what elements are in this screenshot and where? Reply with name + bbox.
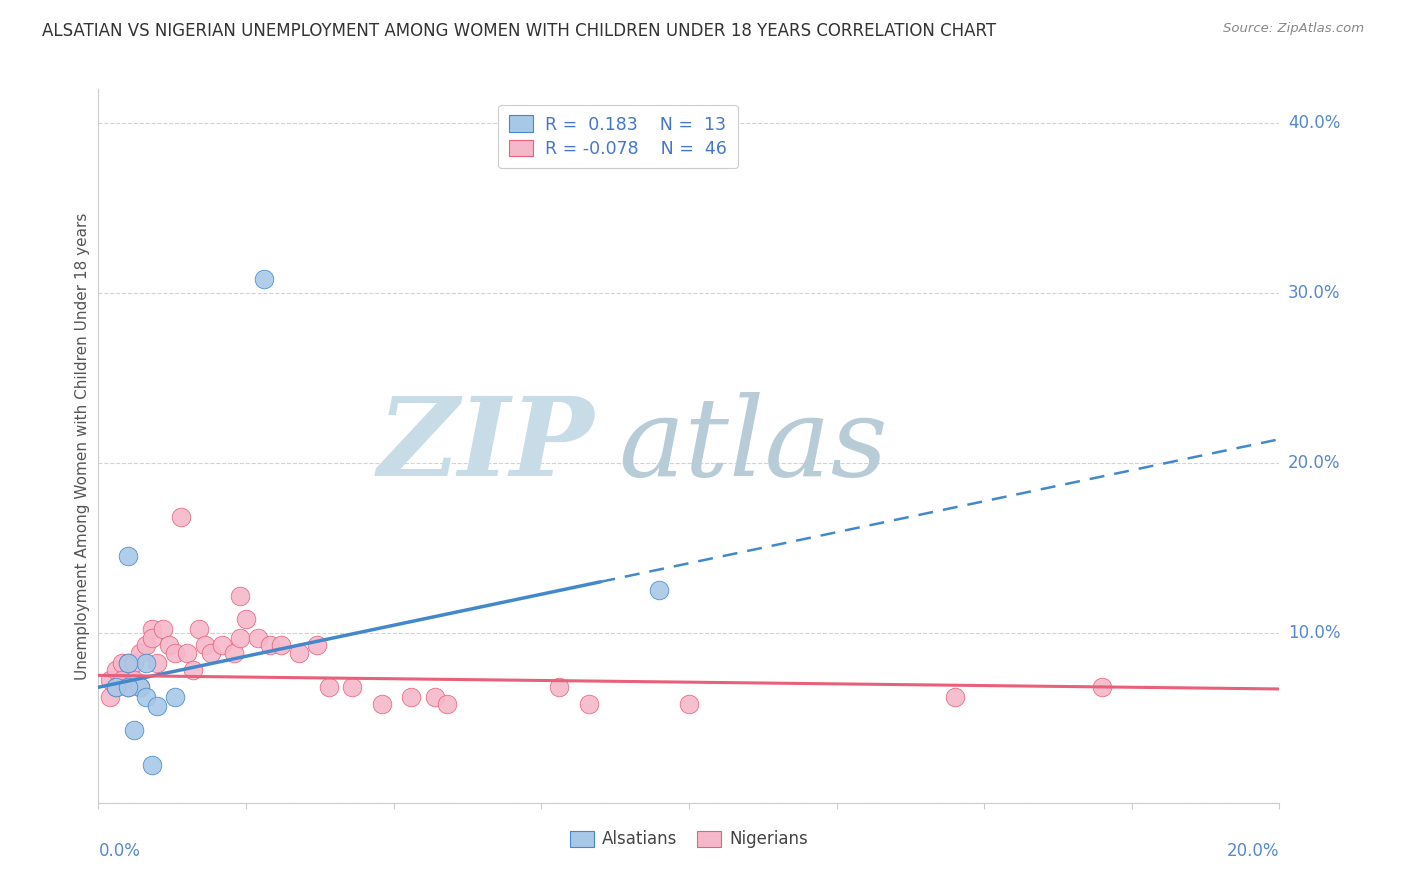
Point <box>122 657 145 671</box>
Point <box>200 646 222 660</box>
Point <box>288 646 311 660</box>
Point <box>423 690 446 705</box>
Point <box>401 690 423 705</box>
Point <box>211 638 233 652</box>
Point <box>1091 680 1114 694</box>
Point <box>135 657 157 671</box>
Point <box>259 638 281 652</box>
Point <box>135 690 157 705</box>
Point <box>253 272 276 286</box>
Point <box>117 680 139 694</box>
Y-axis label: Unemployment Among Women with Children Under 18 years: Unemployment Among Women with Children U… <box>75 212 90 680</box>
Text: 0.0%: 0.0% <box>98 842 141 860</box>
Point <box>436 698 458 712</box>
Legend: Alsatians, Nigerians: Alsatians, Nigerians <box>564 824 814 855</box>
Point <box>229 589 252 603</box>
Point <box>235 612 257 626</box>
Point <box>141 758 163 772</box>
Point <box>165 646 187 660</box>
Point <box>270 638 292 652</box>
Point <box>128 680 150 694</box>
Point <box>943 690 966 705</box>
Point <box>246 631 269 645</box>
Point <box>224 646 246 660</box>
Point <box>105 680 128 694</box>
Point <box>141 631 163 645</box>
Point <box>122 673 145 688</box>
Point <box>187 623 209 637</box>
Point <box>146 657 169 671</box>
Point <box>648 583 671 598</box>
Point <box>165 690 187 705</box>
Text: atlas: atlas <box>619 392 887 500</box>
Point <box>176 646 198 660</box>
Point <box>117 680 139 694</box>
Text: ALSATIAN VS NIGERIAN UNEMPLOYMENT AMONG WOMEN WITH CHILDREN UNDER 18 YEARS CORRE: ALSATIAN VS NIGERIAN UNEMPLOYMENT AMONG … <box>42 22 997 40</box>
Point <box>117 549 139 564</box>
Point <box>98 673 121 688</box>
Point <box>98 690 121 705</box>
Text: 40.0%: 40.0% <box>1288 114 1340 132</box>
Point <box>141 623 163 637</box>
Text: 20.0%: 20.0% <box>1227 842 1279 860</box>
Point <box>128 680 150 694</box>
Point <box>548 680 571 694</box>
Point <box>229 631 252 645</box>
Point <box>128 646 150 660</box>
Point <box>371 698 394 712</box>
Text: 20.0%: 20.0% <box>1288 454 1340 472</box>
Point <box>105 663 128 677</box>
Point <box>152 623 174 637</box>
Point <box>678 698 700 712</box>
Text: Source: ZipAtlas.com: Source: ZipAtlas.com <box>1223 22 1364 36</box>
Point <box>181 663 204 677</box>
Point <box>135 638 157 652</box>
Point <box>122 723 145 737</box>
Text: 30.0%: 30.0% <box>1288 284 1340 302</box>
Point <box>318 680 340 694</box>
Point <box>170 510 193 524</box>
Point <box>578 698 600 712</box>
Point <box>146 698 169 713</box>
Point <box>157 638 180 652</box>
Point <box>342 680 364 694</box>
Text: 10.0%: 10.0% <box>1288 624 1340 642</box>
Point <box>117 657 139 671</box>
Point <box>117 657 139 671</box>
Point <box>105 680 128 694</box>
Point <box>194 638 217 652</box>
Point <box>111 673 134 688</box>
Point <box>111 657 134 671</box>
Point <box>305 638 328 652</box>
Text: ZIP: ZIP <box>378 392 595 500</box>
